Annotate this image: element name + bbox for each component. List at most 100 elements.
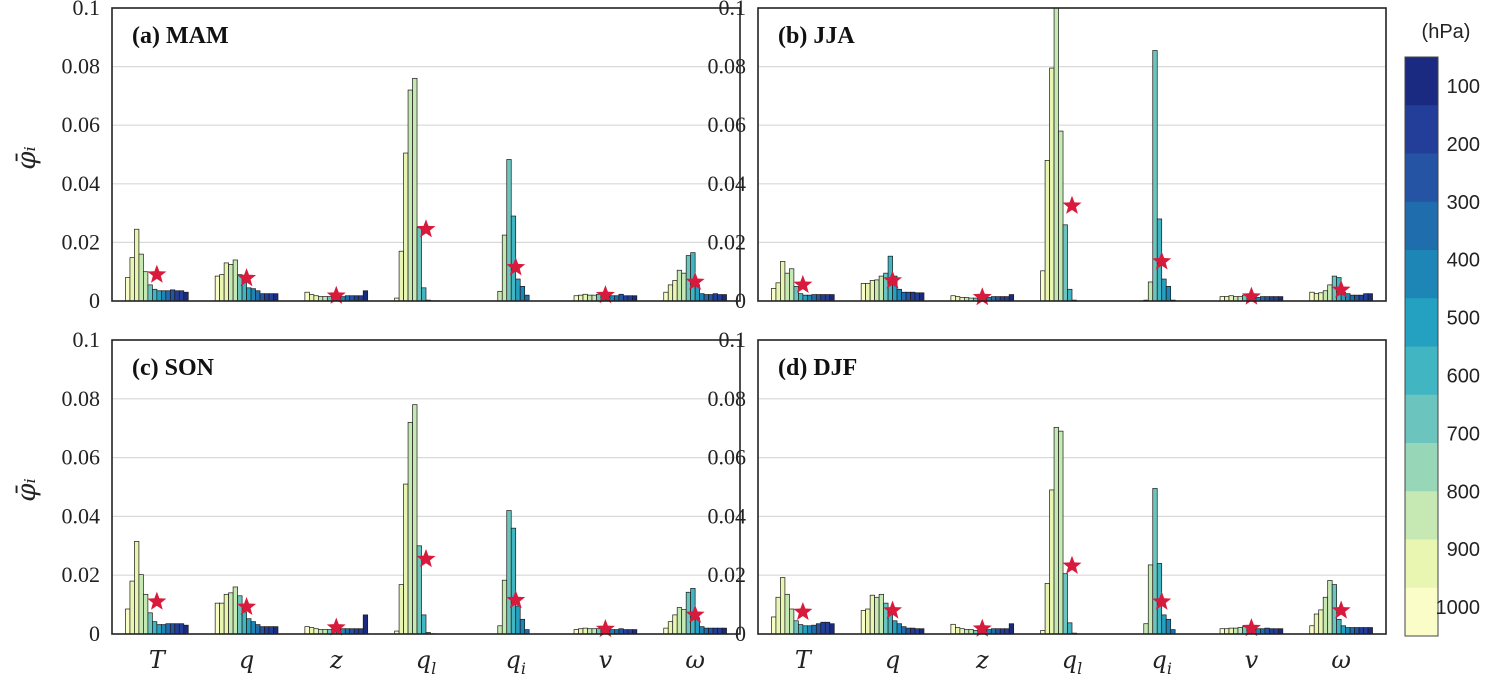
bar (874, 596, 880, 635)
bar (129, 580, 135, 635)
bar (403, 483, 409, 635)
bar (510, 215, 517, 302)
colorbar-band (1405, 105, 1438, 154)
bar (806, 294, 813, 302)
bar (1327, 580, 1333, 635)
bar (811, 624, 817, 635)
bar (223, 593, 229, 635)
bar (246, 618, 252, 635)
mean-star-marker (506, 590, 526, 609)
bar (183, 291, 189, 302)
bar (784, 272, 790, 302)
bar (775, 282, 781, 302)
bar (1354, 627, 1360, 635)
bar (1363, 293, 1369, 302)
bar (264, 626, 270, 635)
bar (169, 623, 176, 635)
x-category-label: v (1245, 646, 1259, 674)
bar (138, 574, 144, 635)
bar (1345, 627, 1351, 635)
colorbar-band (1405, 587, 1438, 637)
colorbar-tick-label: 500 (1447, 308, 1480, 330)
y-tick-label: 0 (89, 621, 100, 646)
mean-star-marker (1331, 279, 1351, 298)
mean-star-marker (595, 285, 615, 304)
bar (250, 621, 256, 635)
bar (798, 624, 804, 635)
bar (717, 294, 723, 302)
bar (147, 612, 153, 635)
bar (950, 623, 956, 635)
bar (1049, 489, 1055, 635)
bar (156, 624, 162, 635)
bar (398, 250, 404, 302)
bar (134, 228, 140, 302)
colorbar-tick-label: 1000 (1436, 597, 1481, 619)
colorbar-band (1405, 153, 1438, 203)
y-tick-label: 0.06 (708, 445, 747, 470)
bar (1067, 622, 1073, 635)
y-axis-title-bottom: φ̄ᵢ (12, 478, 42, 501)
panel-frame (111, 7, 741, 302)
bar (1062, 224, 1068, 302)
bar (152, 621, 158, 635)
bar (403, 152, 409, 302)
y-tick-label: 0.04 (62, 503, 101, 528)
bar (255, 290, 261, 302)
bar (802, 625, 808, 635)
bar (811, 294, 817, 302)
bar (793, 620, 799, 635)
colorbar-tick-label: 200 (1447, 134, 1480, 156)
bar (1354, 294, 1360, 302)
bar (789, 268, 795, 302)
y-tick-label: 0.08 (708, 386, 747, 411)
bar (250, 288, 256, 302)
y-tick-label: 0.04 (62, 171, 101, 196)
bar (1327, 284, 1333, 302)
panel-label: (c) SON (132, 355, 215, 381)
y-tick-label: 0.02 (708, 229, 747, 254)
y-tick-label: 0.02 (708, 562, 747, 587)
bar (304, 626, 310, 635)
bar (174, 290, 180, 302)
bar (865, 608, 871, 635)
bar (506, 159, 512, 302)
mean-star-marker (793, 274, 813, 293)
bar (1309, 291, 1315, 302)
bar (905, 627, 911, 635)
bar (125, 608, 131, 635)
bar (860, 283, 867, 302)
colorbar: (hPa) 100 200 300 400 500 600 700 800 900 1000 (1404, 21, 1481, 637)
bar (1008, 294, 1015, 302)
bar (1313, 613, 1320, 635)
bar (829, 294, 835, 302)
x-category-label: ql (416, 646, 437, 678)
bar (1363, 627, 1369, 635)
x-category-label: q (885, 646, 900, 674)
panel-frame (757, 339, 1387, 635)
bar (1040, 270, 1046, 302)
bar (676, 607, 683, 635)
y-tick-label: 0.04 (708, 171, 747, 196)
colorbar-band (1405, 346, 1438, 396)
panel-label: (d) DJF (778, 355, 857, 381)
colorbar-band (1405, 298, 1438, 347)
bar (708, 627, 714, 635)
bar (771, 616, 777, 635)
mean-star-marker (506, 257, 526, 276)
bar (1161, 614, 1167, 635)
y-tick-label: 0.06 (708, 112, 747, 137)
bar (955, 627, 961, 635)
bar (869, 280, 875, 302)
panel-frame (111, 339, 741, 635)
mean-star-marker (1062, 555, 1082, 574)
x-category-label: q (239, 646, 254, 674)
x-category-label: z (329, 646, 343, 674)
bar (667, 621, 674, 635)
y-tick-label: 0.06 (62, 112, 101, 137)
bar (237, 595, 243, 635)
bar (1067, 288, 1073, 302)
colorbar-band (1405, 443, 1438, 492)
bar (219, 274, 225, 302)
bar (1309, 625, 1315, 635)
